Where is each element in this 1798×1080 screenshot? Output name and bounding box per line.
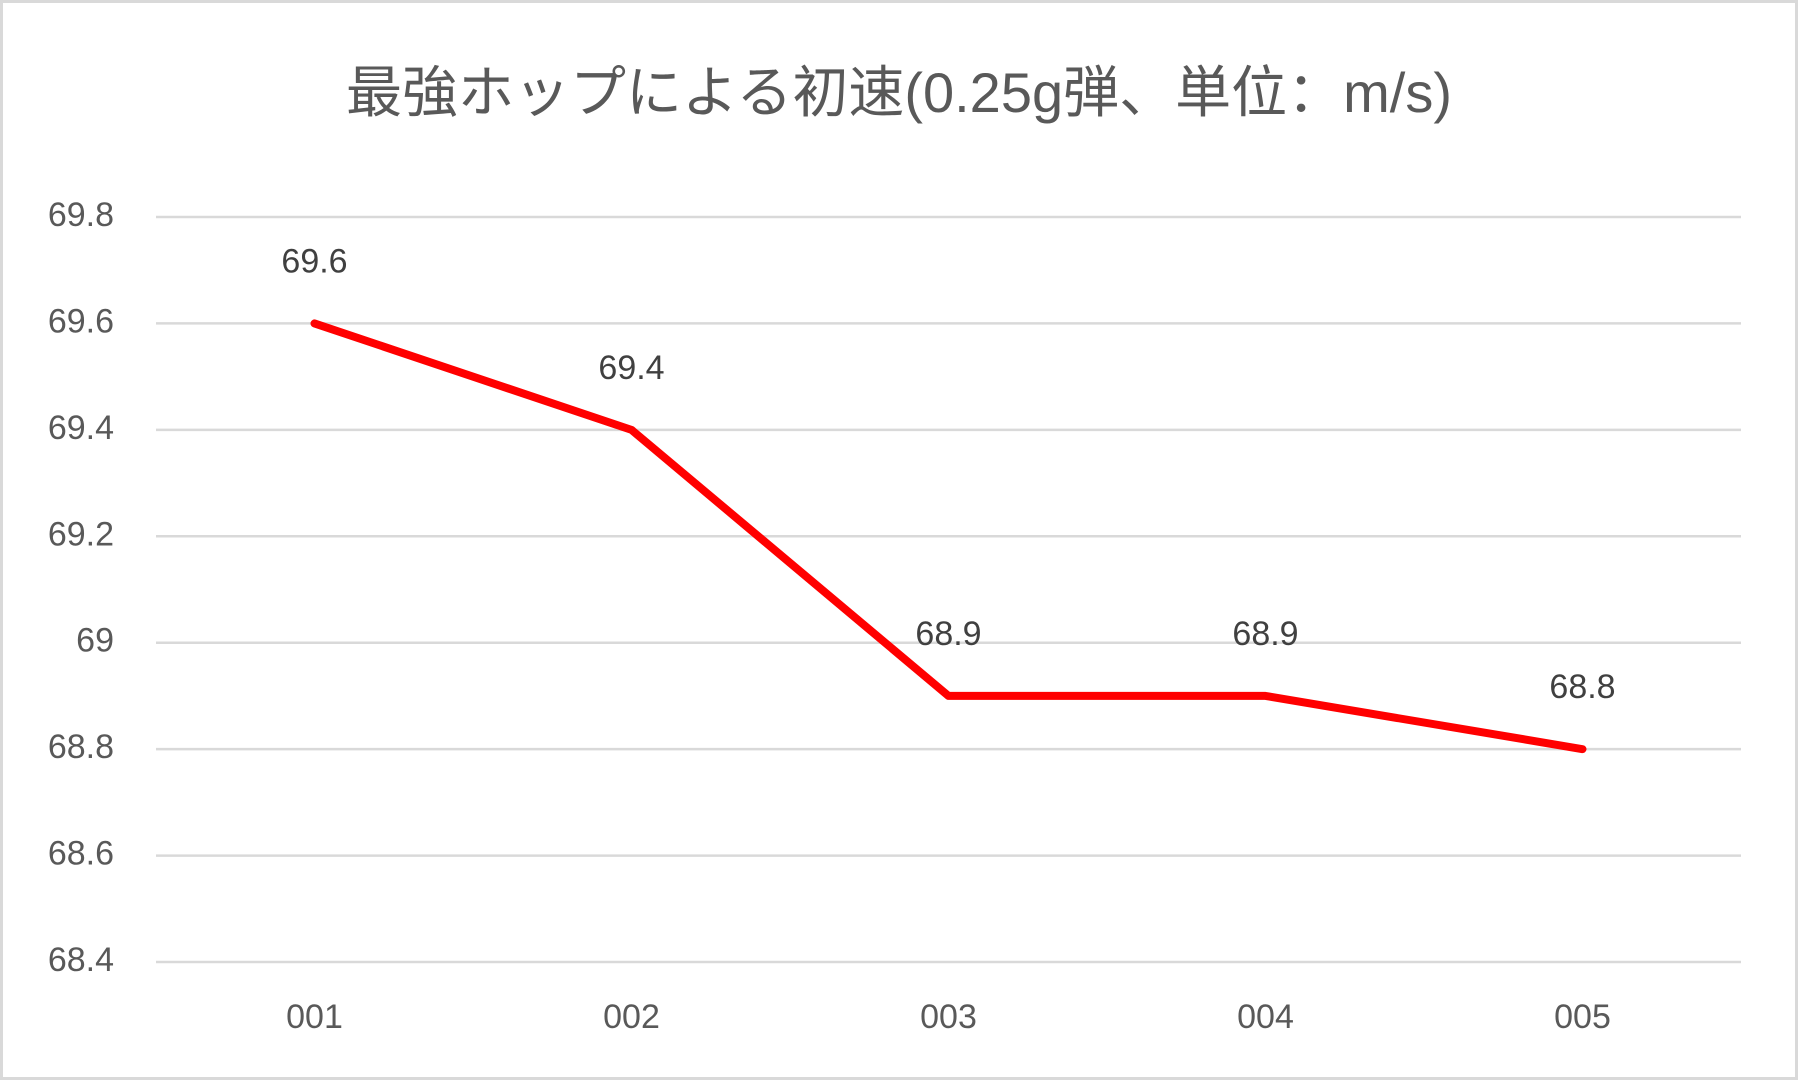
data-label: 69.6 (281, 242, 347, 280)
line (310, 319, 1587, 754)
data-label: 68.8 (1549, 668, 1615, 706)
y-tick-label: 68.8 (48, 728, 114, 766)
chart-title: 最強ホップによる初速(0.25g弾、単位：m/s) (346, 61, 1452, 124)
data-label: 69.4 (598, 349, 664, 387)
x-tick-label: 004 (1237, 998, 1294, 1036)
y-tick-label: 69.4 (48, 409, 114, 447)
y-tick-label: 68.6 (48, 835, 114, 873)
data-label: 68.9 (1232, 615, 1298, 653)
y-tick-label: 69 (76, 622, 114, 660)
y-tick-label: 68.4 (48, 941, 114, 979)
x-tick-label: 002 (603, 998, 660, 1036)
y-tick-label: 69.6 (48, 302, 114, 340)
x-tick-label: 001 (286, 998, 343, 1036)
y-tick-label: 69.8 (48, 196, 114, 234)
data-label: 68.9 (915, 615, 981, 653)
x-tick-label: 003 (920, 998, 977, 1036)
y-tick-label: 69.2 (48, 515, 114, 553)
x-tick-label: 005 (1554, 998, 1611, 1036)
